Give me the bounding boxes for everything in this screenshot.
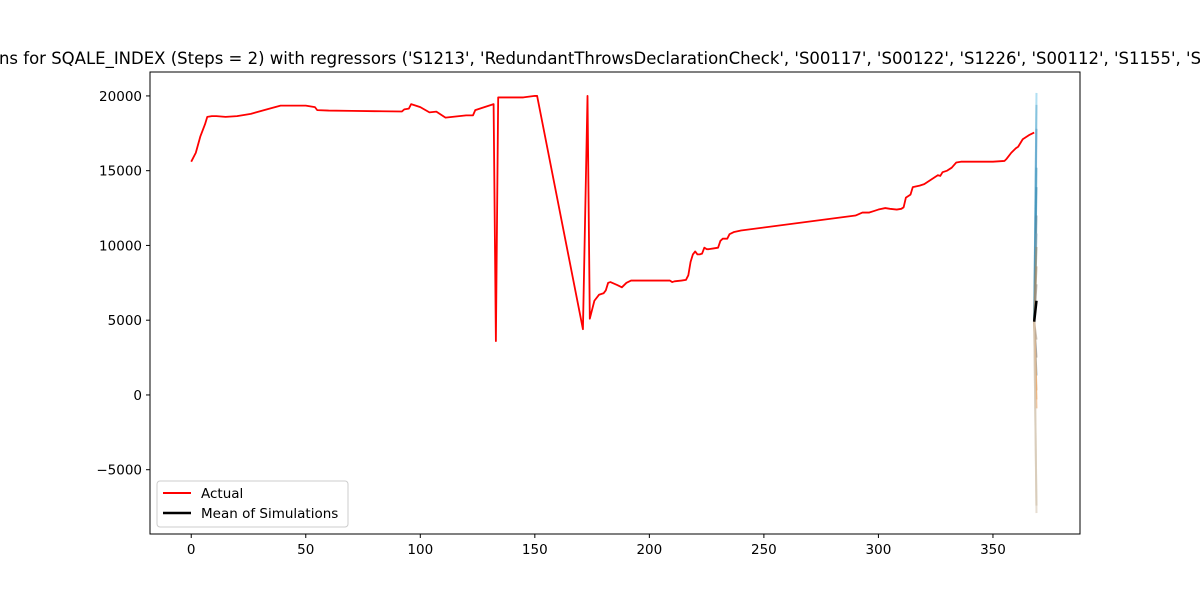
x-tick-label: 250 [751, 542, 777, 558]
y-tick-label: 0 [133, 388, 142, 404]
simulation-path-17 [1033, 321, 1038, 514]
x-tick-label: 200 [636, 542, 662, 558]
legend-label-mean: Mean of Simulations [201, 506, 338, 522]
series-line-actual [190, 95, 1035, 343]
x-tick-label: 50 [297, 542, 314, 558]
legend-box [156, 480, 349, 528]
x-tick-label: 350 [980, 542, 1006, 558]
y-tick-label: 10000 [99, 238, 142, 254]
y-tick-label: −5000 [96, 463, 142, 479]
x-tick-label: 300 [866, 542, 892, 558]
y-axis: −5000 0 5000 10000 15000 20000 [96, 89, 150, 479]
x-axis: 0 50 100 150 200 250 300 350 [187, 534, 1006, 558]
series-line-mean-of-simulations [1032, 300, 1038, 322]
x-tick-label: 100 [407, 542, 433, 558]
y-tick-label: 20000 [99, 89, 142, 105]
simulation-paths [1033, 92, 1038, 514]
legend: Actual Mean of Simulations [156, 480, 349, 528]
plot-frame [149, 71, 1081, 535]
chart-title: ns for SQALE_INDEX (Steps = 2) with regr… [0, 49, 1200, 69]
y-tick-label: 15000 [99, 164, 142, 180]
x-tick-label: 0 [187, 542, 196, 558]
legend-label-actual: Actual [201, 486, 243, 502]
series-lines [190, 95, 1038, 343]
x-tick-label: 150 [522, 542, 548, 558]
y-tick-label: 5000 [108, 313, 142, 329]
